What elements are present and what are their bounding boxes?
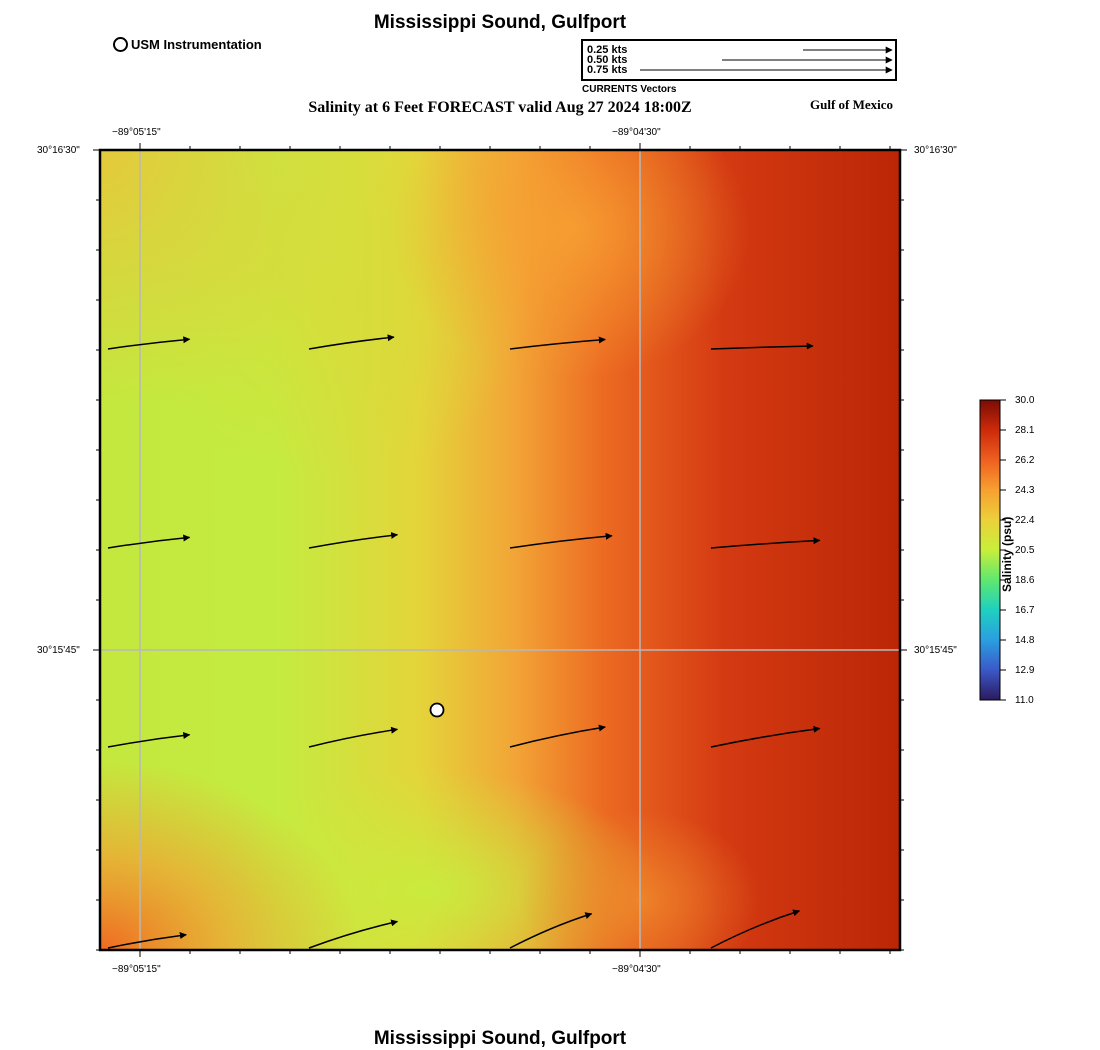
colorbar-label-22-4: 22.4: [1015, 515, 1035, 526]
colorbar: [979, 399, 1001, 701]
vector-legend-label-3: 0.75 kts: [587, 64, 628, 76]
vector-legend-arrows: [640, 46, 893, 74]
colorbar-label-14-8: 14.8: [1015, 635, 1035, 646]
colorbar-label-18-6: 18.6: [1015, 575, 1035, 586]
colorbar-label-24-3: 24.3: [1015, 485, 1035, 496]
current-vector-r3-c2: [308, 726, 399, 748]
usm-station-marker[interactable]: [429, 702, 445, 718]
station-legend-label: USM Instrumentation: [131, 37, 262, 52]
colorbar-label-30-0: 30.0: [1015, 395, 1035, 406]
frame-ticks: [93, 143, 907, 957]
open-circle-icon: [113, 37, 128, 52]
current-vector-r3-c1: [107, 731, 191, 748]
colorbar-label-12-9: 12.9: [1015, 665, 1035, 676]
colorbar-label-20-5: 20.5: [1015, 545, 1035, 556]
current-vector-r2-c3: [509, 532, 613, 549]
current-vector-r1-c4: [710, 342, 814, 350]
lat-tick-right-1: 30°16'30": [914, 145, 957, 156]
footer-title: Mississippi Sound, Gulfport: [373, 1028, 627, 1049]
current-vector-r1-c1: [107, 336, 191, 350]
lat-tick-right-2: 30°15'45": [914, 645, 957, 656]
current-vector-r3-c3: [509, 724, 606, 748]
vector-legend-caption: CURRENTS Vectors: [582, 84, 677, 95]
map-subtitle: Salinity at 6 Feet FORECAST valid Aug 27…: [308, 99, 692, 116]
lat-tick-left-2: 30°15'45": [37, 645, 80, 656]
lat-tick-left-1: 30°16'30": [37, 145, 80, 156]
current-vector-r2-c2: [308, 531, 399, 549]
colorbar-title: Salinity (psu): [1000, 516, 1014, 592]
lon-tick-bottom-2: −89°04'30": [612, 964, 661, 975]
current-vectors: [107, 334, 821, 949]
current-vector-r2-c4: [710, 537, 821, 549]
station-legend: USM Instrumentation: [113, 37, 262, 52]
salinity-field: [100, 150, 900, 950]
colorbar-label-28-1: 28.1: [1015, 425, 1035, 436]
current-vector-r3-c4: [710, 725, 821, 748]
current-vector-r2-c1: [107, 534, 191, 549]
colorbar-label-11-0: 11.0: [1015, 695, 1034, 706]
region-label: Gulf of Mexico: [810, 97, 894, 112]
current-vector-r1-c3: [509, 336, 606, 350]
current-vector-r4-c4: [710, 909, 801, 949]
current-vector-r4-c2: [308, 919, 399, 949]
colorbar-label-26-2: 26.2: [1015, 455, 1035, 466]
lon-tick-top-1: −89°05'15": [112, 127, 161, 138]
current-vector-r4-c3: [509, 912, 593, 949]
colorbar-label-16-7: 16.7: [1015, 605, 1035, 616]
vector-legend-label-1: 0.25 kts: [587, 44, 628, 56]
graticule: [100, 150, 900, 950]
map-title: Mississippi Sound, Gulfport: [373, 12, 627, 33]
current-vector-r4-c1: [107, 932, 187, 949]
lon-tick-top-2: −89°04'30": [612, 127, 661, 138]
lon-tick-bottom-1: −89°05'15": [112, 964, 161, 975]
vector-legend-label-2: 0.50 kts: [587, 54, 628, 66]
colorbar-ticks: [1000, 399, 1006, 701]
current-vector-r1-c2: [308, 334, 395, 350]
